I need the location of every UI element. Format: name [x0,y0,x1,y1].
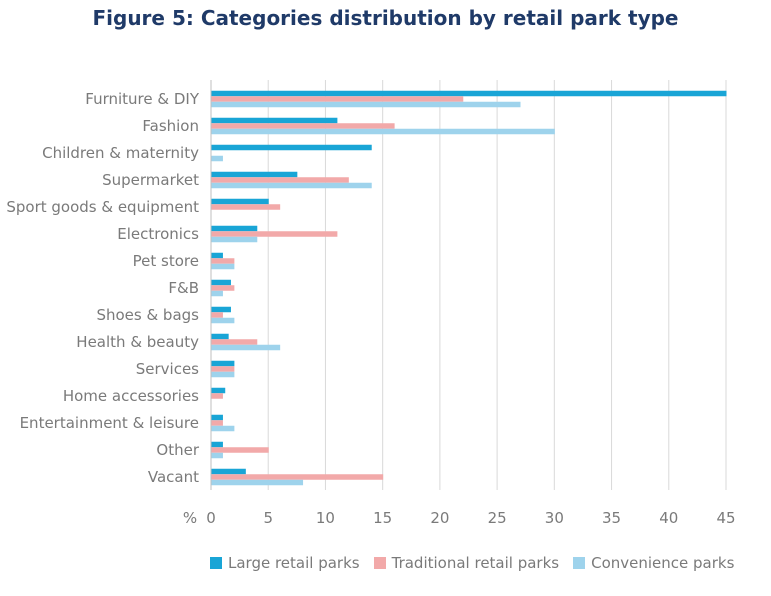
x-tick-label: 10 [316,509,335,527]
chart-title: Figure 5: Categories distribution by ret… [92,6,679,30]
bar-3-14 [211,452,223,459]
legend-label: Convenience parks [591,554,735,572]
bar-1-11 [211,360,235,367]
tick-labels: % 0 5 10 15 20 25 30 35 40 45 [183,509,736,527]
bar-2-9 [211,312,223,318]
bar-2-6 [211,231,338,237]
bar-2-11 [211,366,235,372]
bar-1-2 [211,117,338,124]
bar-3-9 [211,317,235,324]
bar-1-12 [211,387,226,394]
category-label: Home accessories [63,387,199,405]
legend-label: Traditional retail parks [391,554,560,572]
category-label: Sport goods & equipment [6,198,199,216]
bar-1-14 [211,441,223,448]
x-tick-label: 15 [373,509,392,527]
bar-1-6 [211,225,258,232]
bar-2-1 [211,96,464,102]
bar-3-11 [211,371,235,378]
bar-1-3 [211,144,372,151]
legend: Large retail parks Traditional retail par… [210,554,748,572]
bar-2-15 [211,474,384,480]
x-tick-label: 20 [430,509,449,527]
x-tick-label: 0 [206,509,216,527]
legend-swatch [210,557,222,569]
bar-2-13 [211,420,223,426]
gridlines [267,80,727,490]
x-tick-label: 5 [263,509,273,527]
category-label: Entertainment & leisure [20,414,199,432]
bar-3-3 [211,155,223,162]
legend-swatch [573,557,586,569]
bar-2-10 [211,339,258,345]
bar-1-10 [211,333,229,340]
bar-2-8 [211,285,235,291]
x-tick-label: 35 [602,509,621,527]
bar-3-13 [211,425,235,432]
bar-3-1 [211,101,521,108]
bar-1-7 [211,252,223,259]
bar-1-13 [211,414,223,421]
category-label: Electronics [117,225,199,243]
category-label: Health & beauty [76,333,199,351]
category-label: Vacant [148,468,199,486]
legend-label: Large retail parks [228,554,360,572]
legend-item: Traditional retail parks [373,554,560,572]
bar-1-4 [211,171,298,178]
bar-3-10 [211,344,281,351]
x-tick-label: 45 [716,509,735,527]
category-label: Supermarket [102,171,199,189]
category-label: Pet store [133,252,199,270]
bar-2-2 [211,123,395,129]
category-label: F&B [168,279,199,297]
bar-1-8 [211,279,231,286]
bar-2-7 [211,258,235,264]
bar-3-15 [211,479,304,486]
category-label: Fashion [142,117,199,135]
bar-1-15 [211,468,246,475]
x-tick-label: 40 [659,509,678,527]
category-label: Other [156,441,199,459]
legend-item: Convenience parks [573,554,734,572]
bar-1-5 [211,198,269,205]
category-label: Shoes & bags [96,306,199,324]
category-label: Services [136,360,199,378]
bar-2-5 [211,204,281,210]
bar-2-12 [211,393,223,399]
bar-2-14 [211,447,269,453]
bar-3-2 [211,128,555,135]
x-tick-label: 25 [488,509,507,527]
category-labels: Furniture & DIY Fashion Children & materni… [6,90,199,486]
bar-2-4 [211,177,349,183]
bar-3-7 [211,263,235,270]
bar-3-8 [211,290,223,297]
bar-3-6 [211,236,258,243]
x-axis-unit-label: % [183,509,197,527]
category-label: Children & maternity [42,144,199,162]
bar-3-4 [211,182,372,189]
category-label: Furniture & DIY [85,90,200,108]
bar-1-9 [211,306,231,313]
bar-1-1 [211,90,727,97]
legend-item: Large retail parks [210,554,360,572]
x-tick-label: 30 [545,509,564,527]
legend-swatch [373,557,386,569]
bars-group [211,90,727,486]
